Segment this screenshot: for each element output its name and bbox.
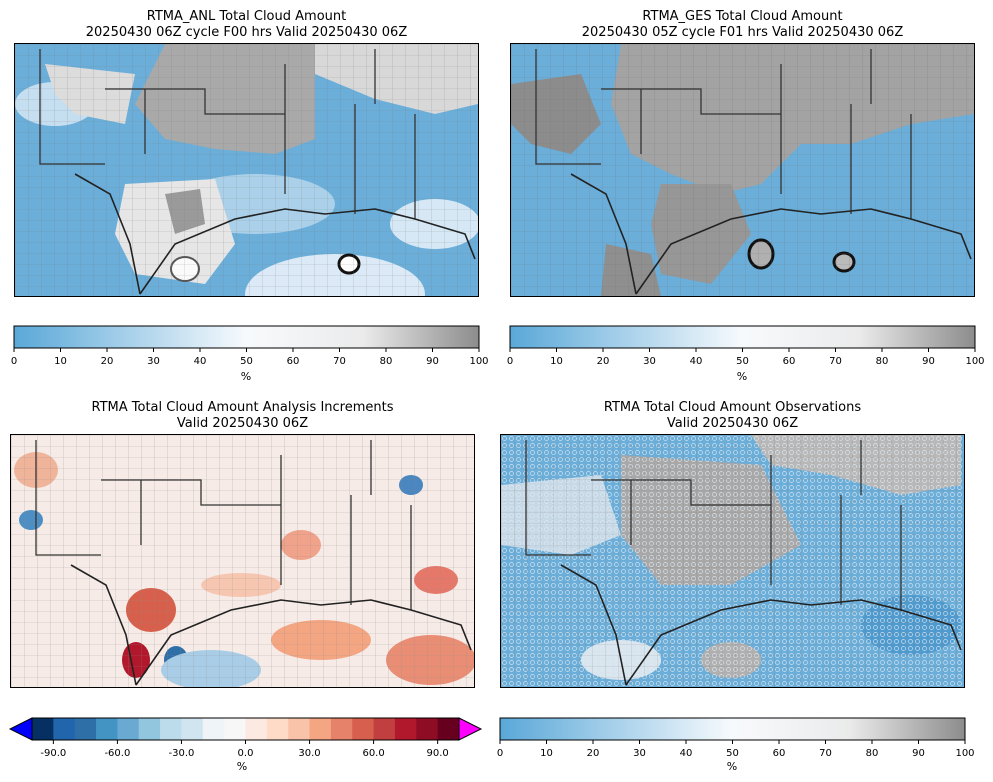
cbar-anl-tick-label: 0: [11, 356, 17, 367]
cbar-ges: 0 10 20 30 40 50 60 70 80 90 100: [507, 325, 985, 367]
cbar-ges-tick-label: 10: [550, 356, 563, 367]
cbar-obs-tick-label: 50: [726, 748, 739, 759]
cbar-incr-swatch: [416, 718, 439, 740]
cbar-incr-swatch: [266, 718, 289, 740]
cbar-incr-swatch: [32, 718, 54, 740]
cbar-obs-tick-label: 60: [773, 748, 786, 759]
panel3-title-line1: RTMA Total Cloud Amount Analysis Increme…: [91, 400, 394, 415]
cbar-obs-tick-label: 90: [912, 748, 925, 759]
cbar-anl-tick-label: 70: [333, 356, 346, 367]
cbar-incr-swatch: [53, 718, 76, 740]
cbar-anl-tick-label: 100: [469, 356, 488, 367]
cbar-obs-tick-label: 0: [497, 748, 503, 759]
incr-cloud-map: [10, 434, 475, 688]
cbar-incr-swatch: [309, 718, 332, 740]
panel4-title: RTMA Total Cloud Amount Observations Val…: [500, 400, 965, 432]
cbar-ges-tick-label: 20: [597, 356, 610, 367]
panel2-title-line1: RTMA_GES Total Cloud Amount: [642, 9, 843, 24]
panel3-title-line2: Valid 20250430 06Z: [176, 416, 309, 431]
ges-cloud-map-svg: [511, 44, 974, 296]
cbar-incr-tick-label: -30.0: [169, 748, 195, 759]
cbar-incr-swatch: [117, 718, 140, 740]
cbar-obs-tick-label: 70: [819, 748, 832, 759]
cbar-incr-tick-label: 90.0: [427, 748, 449, 759]
cbar-obs-tick-label: 100: [955, 748, 974, 759]
cbar-incr-swatch: [224, 718, 246, 740]
cbar-incr-swatch: [437, 718, 460, 740]
incr-cloud-map-svg: [11, 435, 474, 687]
cbar-anl: 0 10 20 30 40 50 60 70 80 90 100: [11, 325, 489, 367]
cbar-ges-tick-label: 0: [507, 356, 513, 367]
cbar-obs-unit: %: [726, 760, 738, 773]
cbar-incr-swatch: [96, 718, 118, 740]
panel1-title: RTMA_ANL Total Cloud Amount 20250430 06Z…: [14, 9, 479, 41]
cbar-incr-over-arrow: [458, 717, 483, 741]
cbar-incr-swatch: [352, 718, 375, 740]
cbar-ges-tick-label: 60: [783, 356, 796, 367]
cbar-ges-tick-label: 40: [690, 356, 703, 367]
anl-cloud-map-svg: [15, 44, 478, 296]
cbar-incr-swatch: [394, 718, 417, 740]
cbar-incr-swatch: [181, 718, 204, 740]
cbar-incr-tick-label: -60.0: [104, 748, 130, 759]
cbar-anl-tick-label: 10: [54, 356, 67, 367]
cbar-anl-unit: %: [240, 370, 252, 383]
cbar-incr-unit: %: [236, 760, 248, 773]
cbar-obs: 0 10 20 30 40 50 60 70 80 90 100: [497, 717, 975, 759]
cbar-anl-tick-label: 80: [380, 356, 393, 367]
cbar-ges-tick-label: 50: [736, 356, 749, 367]
cbar-ges-bar: [509, 325, 976, 349]
cbar-incr: -90.0 -60.0 -30.0 0.0 30.0 60.0 90.0: [8, 717, 483, 759]
cbar-incr-swatch: [74, 718, 97, 740]
cbar-obs-bar: [499, 717, 966, 741]
cbar-anl-tick-label: 30: [147, 356, 160, 367]
cbar-ges-tick-label: 80: [876, 356, 889, 367]
panel3-title: RTMA Total Cloud Amount Analysis Increme…: [10, 400, 475, 432]
cbar-ges-tick-label: 30: [643, 356, 656, 367]
cbar-anl-tick-label: 40: [194, 356, 207, 367]
cbar-ges-tick-label: 90: [922, 356, 935, 367]
cbar-obs-tick-label: 10: [540, 748, 553, 759]
cbar-obs-tick-label: 40: [680, 748, 693, 759]
cbar-anl-tick-label: 60: [287, 356, 300, 367]
panel4-title-line2: Valid 20250430 06Z: [666, 416, 799, 431]
cbar-incr-swatch: [373, 718, 396, 740]
cbar-incr-swatch: [288, 718, 311, 740]
cbar-obs-tick-label: 80: [866, 748, 879, 759]
cbar-incr-swatch: [202, 718, 225, 740]
cbar-obs-tick-label: 20: [587, 748, 600, 759]
obs-cloud-map: [500, 434, 965, 688]
panel4-title-line1: RTMA Total Cloud Amount Observations: [603, 400, 862, 415]
panel1-title-line2: 20250430 06Z cycle F00 hrs Valid 2025043…: [85, 25, 408, 40]
ges-cloud-map: [510, 43, 975, 297]
cbar-incr-swatch: [245, 718, 268, 740]
cbar-incr-tick-label: 60.0: [362, 748, 384, 759]
anl-cloud-map: [14, 43, 479, 297]
cbar-obs-tick-label: 30: [633, 748, 646, 759]
cbar-anl-tick-label: 20: [101, 356, 114, 367]
cbar-incr-swatch: [138, 718, 161, 740]
cbar-incr-tick-label: 30.0: [298, 748, 320, 759]
cbar-ges-tick-label: 100: [965, 356, 984, 367]
obs-cloud-map-svg: [501, 435, 964, 687]
cbar-incr-swatch: [160, 718, 182, 740]
panel2-title-line2: 20250430 05Z cycle F01 hrs Valid 2025043…: [581, 25, 904, 40]
panel2-title: RTMA_GES Total Cloud Amount 20250430 05Z…: [510, 9, 975, 41]
cbar-incr-tick-label: -90.0: [40, 748, 66, 759]
cbar-incr-swatch: [330, 718, 353, 740]
cbar-ges-tick-label: 70: [829, 356, 842, 367]
cbar-ges-unit: %: [736, 370, 748, 383]
cbar-anl-tick-label: 90: [426, 356, 439, 367]
cbar-incr-under-arrow: [8, 717, 33, 741]
panel1-title-line1: RTMA_ANL Total Cloud Amount: [146, 9, 347, 24]
cbar-anl-tick-label: 50: [240, 356, 253, 367]
cbar-anl-bar: [13, 325, 480, 349]
cbar-incr-tick-label: 0.0: [238, 748, 254, 759]
